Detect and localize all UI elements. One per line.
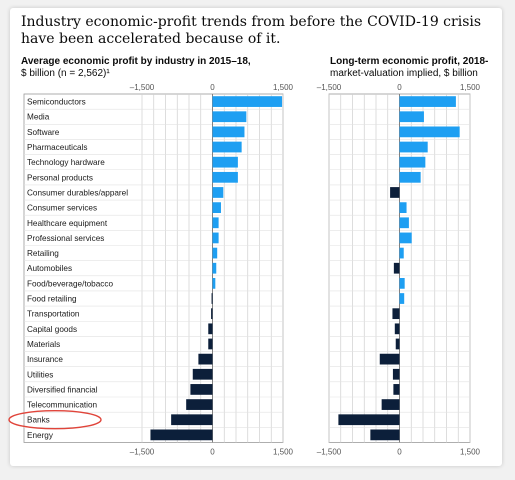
left-bar xyxy=(190,384,213,395)
category-label: Capital goods xyxy=(27,325,77,334)
right-bar xyxy=(399,96,456,107)
left-bar xyxy=(211,308,213,320)
left-tick-label-bottom: –1,500 xyxy=(130,447,155,456)
left-bar xyxy=(208,338,213,350)
right-bar xyxy=(338,414,400,426)
right-chart-subtitle: market-valuation implied, $ billion xyxy=(330,68,478,79)
right-tick-label-top: 0 xyxy=(397,83,402,92)
right-bar xyxy=(399,232,412,244)
right-bar xyxy=(399,202,407,213)
right-bar xyxy=(399,171,421,183)
left-bar xyxy=(212,247,218,259)
category-label: Banks xyxy=(27,416,50,425)
left-bar xyxy=(212,187,224,198)
left-bar xyxy=(212,96,283,107)
right-tick-label-bottom: 1,500 xyxy=(460,447,481,456)
left-bar xyxy=(208,323,213,335)
left-bar xyxy=(212,217,219,229)
right-bar xyxy=(390,187,400,198)
chart-title: Industry economic-profit trends from bef… xyxy=(21,14,482,47)
right-bar xyxy=(393,384,400,395)
right-bar xyxy=(399,278,405,289)
category-label: Technology hardware xyxy=(27,158,105,167)
category-label: Utilities xyxy=(27,370,53,379)
right-bar xyxy=(399,247,404,259)
left-bar xyxy=(212,232,219,244)
right-bar xyxy=(399,126,460,138)
banks-highlight-ellipse xyxy=(8,410,102,430)
left-bar xyxy=(212,126,245,138)
category-label: Energy xyxy=(27,431,54,440)
left-bar xyxy=(212,278,216,289)
right-bar xyxy=(381,399,400,410)
left-chart-title: Average economic profit by industry in 2… xyxy=(21,56,251,67)
right-bar xyxy=(399,293,405,304)
category-label: Retailing xyxy=(27,249,59,258)
left-bar xyxy=(212,171,238,183)
right-chart-heading: Long-term economic profit, 2018- market-… xyxy=(330,56,500,80)
category-label: Consumer services xyxy=(27,204,97,213)
category-label: Consumer durables/apparel xyxy=(27,188,128,197)
left-tick-label-bottom: 1,500 xyxy=(273,447,294,456)
category-label: Pharmaceuticals xyxy=(27,143,88,152)
category-label: Semiconductors xyxy=(27,98,86,107)
category-label: Software xyxy=(27,128,60,137)
chart-card: Industry economic-profit trends from bef… xyxy=(10,8,502,466)
right-chart-title: Long-term economic profit, 2018- xyxy=(330,56,489,67)
category-label: Food retailing xyxy=(27,295,77,304)
right-bar xyxy=(392,368,400,380)
left-bar xyxy=(211,293,213,304)
left-bar xyxy=(171,414,213,426)
left-bar xyxy=(212,262,217,274)
right-tick-label-top: –1,500 xyxy=(317,83,342,92)
left-bar xyxy=(212,141,242,153)
right-bar xyxy=(399,217,409,229)
category-label: Healthcare equipment xyxy=(27,219,108,228)
left-bar xyxy=(212,111,247,123)
left-tick-label-top: 0 xyxy=(210,83,215,92)
left-bar xyxy=(192,368,213,380)
category-label: Transportation xyxy=(27,310,80,319)
category-label: Professional services xyxy=(27,234,104,243)
category-label: Automobiles xyxy=(27,264,72,273)
left-bar xyxy=(150,429,213,441)
right-tick-label-bottom: –1,500 xyxy=(317,447,342,456)
right-bar xyxy=(393,262,400,274)
right-tick-label-top: 1,500 xyxy=(460,83,481,92)
category-label: Telecommunication xyxy=(27,401,98,410)
right-bar xyxy=(399,141,428,153)
right-tick-label-bottom: 0 xyxy=(397,447,402,456)
category-label: Materials xyxy=(27,340,60,349)
category-label: Media xyxy=(27,113,50,122)
right-bar xyxy=(370,429,400,441)
right-bar xyxy=(399,156,426,168)
left-tick-label-top: 1,500 xyxy=(273,83,294,92)
right-bar xyxy=(399,111,424,123)
right-bar xyxy=(392,308,400,320)
left-tick-label-bottom: 0 xyxy=(210,447,215,456)
category-label: Insurance xyxy=(27,355,63,364)
left-bar xyxy=(186,399,213,410)
right-bar xyxy=(379,353,400,365)
right-bar xyxy=(395,338,400,350)
left-tick-label-top: –1,500 xyxy=(130,83,155,92)
category-label: Food/beverage/tobacco xyxy=(27,279,113,288)
left-chart-heading: Average economic profit by industry in 2… xyxy=(21,56,321,80)
category-label: Diversified financial xyxy=(27,385,98,394)
left-bar xyxy=(212,202,221,213)
left-bar xyxy=(212,156,238,168)
right-bar xyxy=(394,323,400,335)
left-bar xyxy=(198,353,213,365)
category-label: Personal products xyxy=(27,173,93,182)
left-chart-subtitle: $ billion (n = 2,562)¹ xyxy=(21,68,110,79)
